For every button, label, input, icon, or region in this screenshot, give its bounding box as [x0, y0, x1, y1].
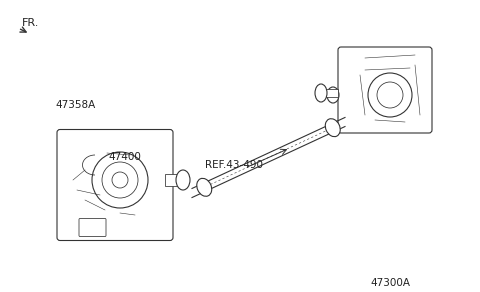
- Ellipse shape: [327, 87, 339, 103]
- Text: 47400: 47400: [108, 152, 141, 162]
- FancyBboxPatch shape: [79, 218, 106, 237]
- Ellipse shape: [315, 84, 327, 102]
- Bar: [323, 89, 338, 97]
- FancyBboxPatch shape: [338, 47, 432, 133]
- FancyBboxPatch shape: [57, 129, 173, 241]
- Ellipse shape: [176, 170, 190, 190]
- Text: FR.: FR.: [22, 18, 39, 28]
- Text: 47358A: 47358A: [55, 100, 95, 110]
- Bar: [165, 174, 183, 186]
- Text: REF.43-490: REF.43-490: [205, 160, 263, 170]
- Ellipse shape: [325, 119, 340, 137]
- Ellipse shape: [197, 178, 212, 196]
- Text: 47300A: 47300A: [370, 278, 410, 288]
